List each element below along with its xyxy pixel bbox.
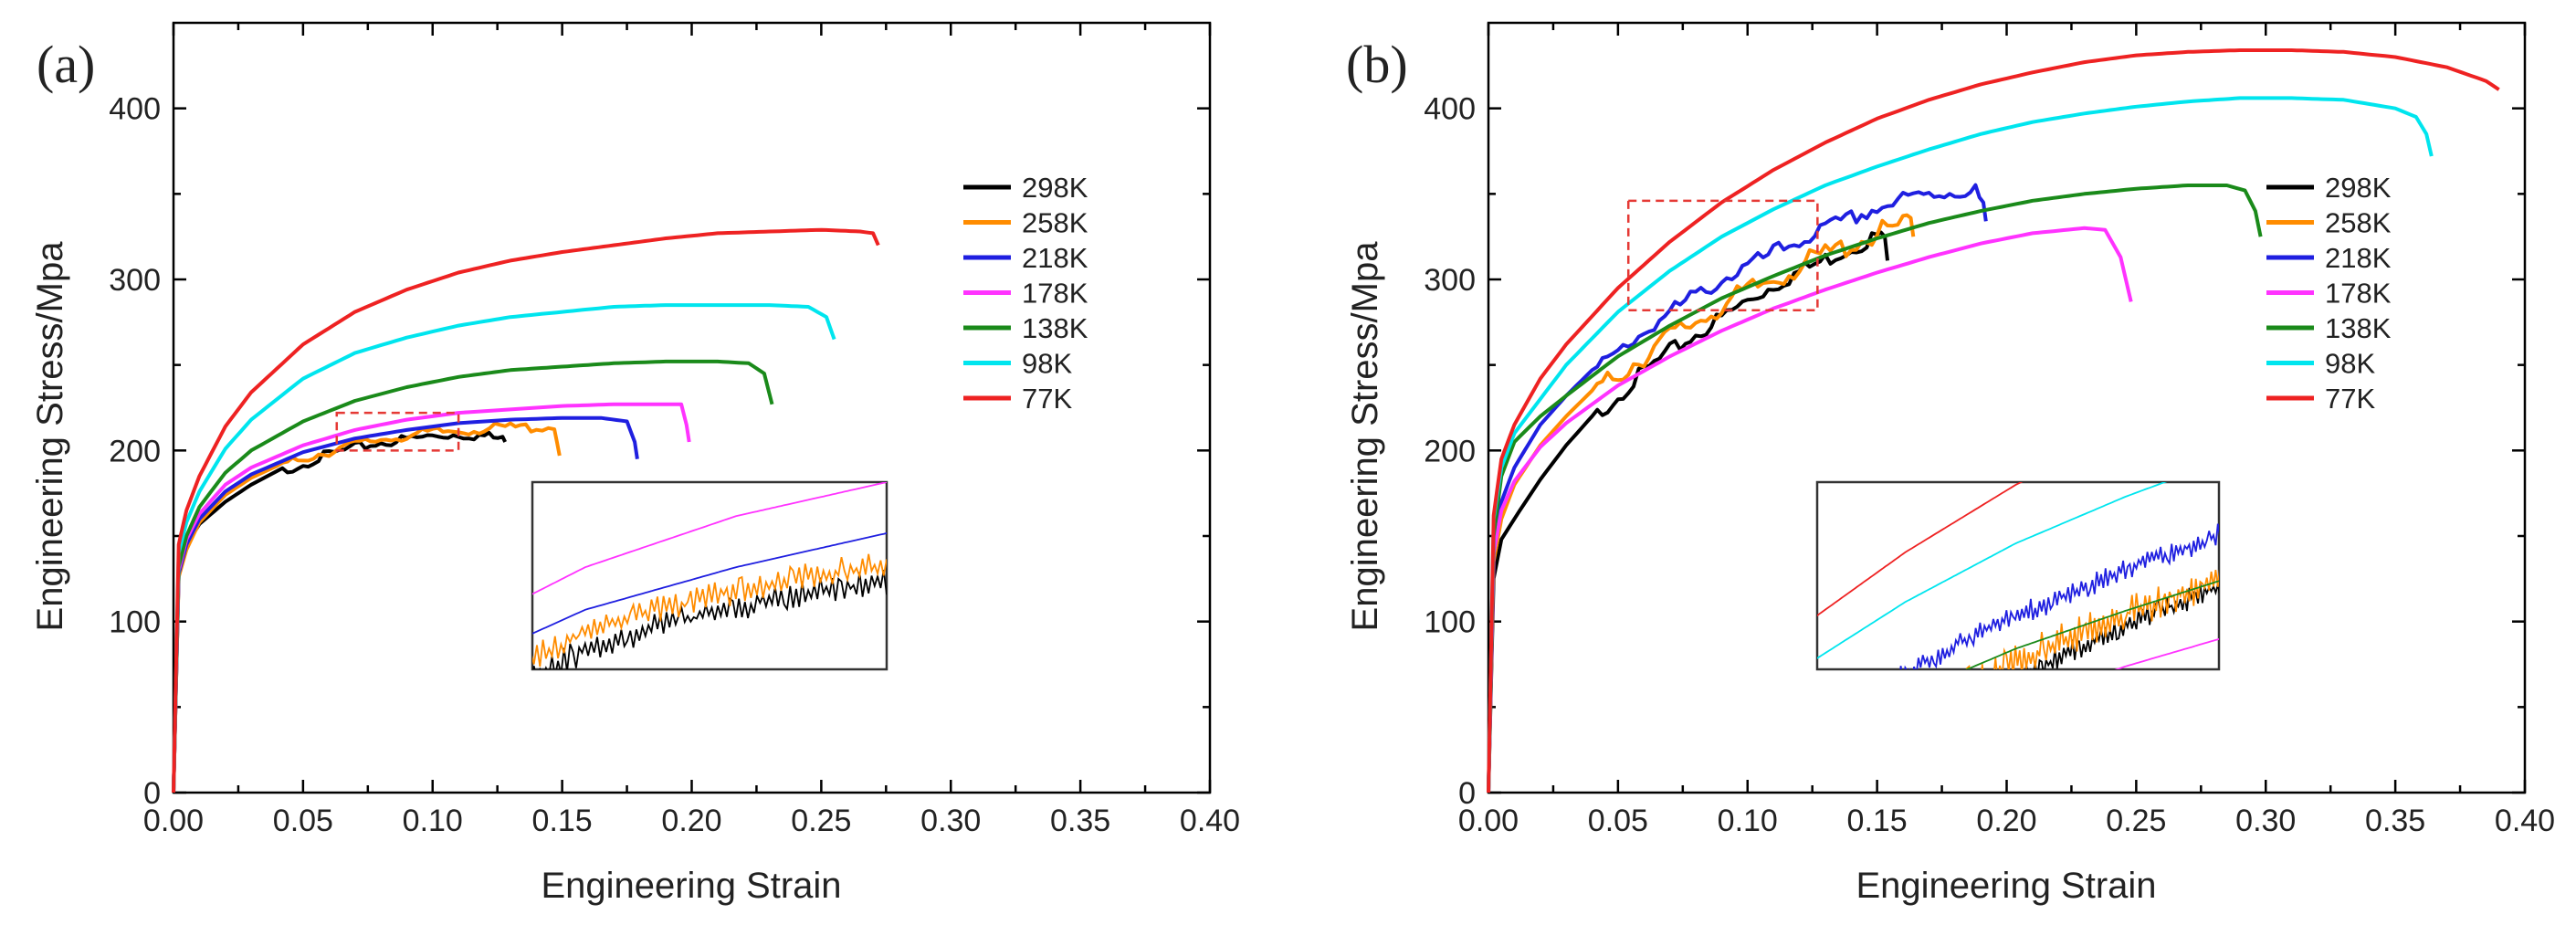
chart-panel-a: (a) 0.00 0.05 0.10 0.15 0.20 0.25 0.30 0.35 0.40… <box>30 0 1240 906</box>
panel-a-series-line-138K <box>172 359 774 794</box>
panel-a-x-tick-label: 0.30 <box>920 804 981 838</box>
panel-a-x-tick-label: 0.10 <box>403 804 463 838</box>
panel-a-y-tick-label: 100 <box>109 605 161 640</box>
panel-b-y-axis-title: Engineering Stress/Mpa <box>1345 241 1385 632</box>
panel-b-legend-label-138K: 138K <box>2325 312 2392 344</box>
panel-b-x-tick-label: 0.25 <box>2106 804 2166 838</box>
panel-a-x-tick-label: 0.15 <box>532 804 593 838</box>
panel-a-series-line-98K <box>172 303 836 794</box>
panel-a-legend-label-258K: 258K <box>1022 207 1088 239</box>
panel-b-series-lines <box>1487 48 2500 794</box>
panel-b-x-axis-title: Engineering Strain <box>1856 866 2156 906</box>
panel-a-legend-label-298K: 298K <box>1022 172 1088 204</box>
panel-b-series-line-98K <box>1487 96 2434 794</box>
panel-a-label: (a) <box>37 35 95 94</box>
panel-a-inset-line-98K <box>519 44 901 240</box>
panel-a-legend-label-218K: 218K <box>1022 242 1088 274</box>
panel-a-x-tick-label: 0.25 <box>791 804 851 838</box>
panel-b-y-tick-label: 100 <box>1424 605 1476 640</box>
panel-b-y-tick-label: 400 <box>1424 92 1476 127</box>
panel-a-zoom-region <box>335 411 460 452</box>
panel-b-inset-line-138K <box>1964 580 2219 669</box>
panel-b-legend-label-258K: 258K <box>2325 207 2392 239</box>
panel-a-series-line-178K <box>172 402 691 794</box>
panel-a-series-line-77K <box>172 227 880 794</box>
panel-a-inset-line-258K <box>532 553 887 667</box>
panel-b-legend-label-298K: 298K <box>2325 172 2392 204</box>
panel-a-x-tick-label: 0.35 <box>1050 804 1110 838</box>
panel-a-inset-line-77K <box>519 0 901 51</box>
panel-b-inset-line-178K <box>2114 637 2219 669</box>
panel-a-x-axis-title: Engineering Strain <box>541 866 841 906</box>
panel-a-y-tick-label: 0 <box>143 776 161 811</box>
panel-b-y-tick-label: 300 <box>1424 263 1476 298</box>
panel-b-inset-line-77K <box>1817 482 2024 617</box>
panel-b-inset-line-258K <box>1965 569 2219 669</box>
panel-a-inset <box>519 0 901 671</box>
panel-a-inset-line-298K <box>532 570 887 669</box>
panel-b-legend-label-218K: 218K <box>2325 242 2392 274</box>
panel-a-legend-label-178K: 178K <box>1022 278 1088 310</box>
panel-a-series-lines <box>172 227 880 794</box>
panel-a-legend-label-138K: 138K <box>1022 312 1088 344</box>
panel-b-inset-line-98K <box>1817 482 2168 659</box>
chart-panel-b: (b) 0.00 0.05 0.10 0.15 0.20 0.25 0.30 0.35 0.40… <box>1345 21 2555 906</box>
panel-b-x-tick-label: 0.15 <box>1847 804 1908 838</box>
panel-a-legend-label-77K: 77K <box>1022 383 1072 415</box>
panel-a-axes <box>172 21 1212 794</box>
panel-b-legend-label-98K: 98K <box>2325 348 2375 380</box>
panel-a-inset-line-218K <box>532 531 887 635</box>
panel-b-series-line-138K <box>1487 184 2263 794</box>
panel-b-x-tick-label: 0.00 <box>1458 804 1519 838</box>
panel-b-y-tick-label: 200 <box>1424 434 1476 468</box>
panel-a-x-tick-label: 0.40 <box>1180 804 1240 838</box>
panel-b-x-tick-label: 0.30 <box>2235 804 2296 838</box>
panel-a-y-tick-label: 300 <box>109 263 161 298</box>
panel-b-y-tick-labels: 0 100 200 300 400 <box>1424 92 1476 811</box>
panel-b-series-line-178K <box>1487 226 2133 794</box>
panel-a-inset-line-178K <box>532 482 887 595</box>
panel-a-y-axis-title: Engineering Stress/Mpa <box>30 241 70 632</box>
panel-b-series-line-77K <box>1487 48 2500 794</box>
panel-b-x-tick-label: 0.40 <box>2495 804 2555 838</box>
panel-a-x-tick-label: 0.00 <box>143 804 204 838</box>
panel-b-x-tick-label: 0.10 <box>1718 804 1778 838</box>
panel-a-x-tick-label: 0.05 <box>273 804 333 838</box>
panel-a-x-tick-labels: 0.00 0.05 0.10 0.15 0.20 0.25 0.30 0.35 0.40 <box>143 804 1240 838</box>
panel-b-series-line-258K <box>1487 213 1916 794</box>
panel-a-series-line-258K <box>172 421 562 794</box>
panel-b-inset-frame <box>1815 480 2221 671</box>
panel-a-inset-line-138K <box>519 300 901 468</box>
panel-a-zoom-box <box>335 411 460 452</box>
panel-b-inset-line-218K <box>1899 523 2219 669</box>
panel-b-label: (b) <box>1346 35 1408 94</box>
panel-b-x-tick-label: 0.35 <box>2365 804 2425 838</box>
panel-a-series-line-218K <box>172 415 639 794</box>
panel-b-legend-label-178K: 178K <box>2325 278 2392 310</box>
panel-b-inset <box>1815 480 2221 671</box>
panel-a-y-tick-labels: 0 100 200 300 400 <box>109 92 161 811</box>
panel-b-x-tick-label: 0.20 <box>1976 804 2036 838</box>
panel-b-y-tick-label: 0 <box>1458 776 1476 811</box>
panel-a-y-tick-label: 400 <box>109 92 161 127</box>
panel-a-y-tick-label: 200 <box>109 434 161 468</box>
panel-a-legend-label-98K: 98K <box>1022 348 1072 380</box>
panel-b-legend-label-77K: 77K <box>2325 383 2375 415</box>
panel-a-x-tick-label: 0.20 <box>661 804 721 838</box>
panel-b-x-tick-label: 0.05 <box>1588 804 1648 838</box>
panel-b-x-tick-labels: 0.00 0.05 0.10 0.15 0.20 0.25 0.30 0.35 0.40 <box>1458 804 2555 838</box>
